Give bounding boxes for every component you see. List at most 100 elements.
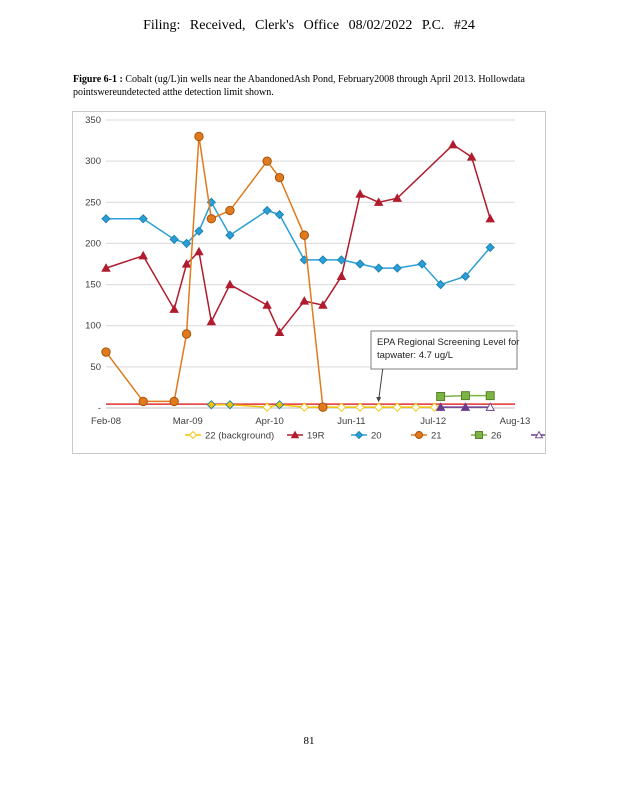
annotation-text: EPA Regional Screening Level for xyxy=(377,337,519,348)
data-point xyxy=(318,300,328,309)
data-point xyxy=(299,230,309,240)
data-point xyxy=(206,400,216,410)
data-point xyxy=(181,259,192,268)
data-point xyxy=(411,402,421,412)
data-point xyxy=(262,156,272,166)
x-tick-label: Apr-10 xyxy=(255,416,284,427)
annotation-box xyxy=(370,330,518,370)
data-point xyxy=(435,279,446,290)
data-point xyxy=(355,402,365,412)
data-point xyxy=(392,263,402,273)
legend-marker xyxy=(415,431,423,439)
data-point xyxy=(274,327,285,336)
data-point xyxy=(101,347,111,357)
data-point xyxy=(181,238,192,249)
data-point xyxy=(262,300,272,309)
data-point xyxy=(138,250,148,260)
data-point xyxy=(262,205,272,216)
data-point xyxy=(355,189,365,198)
data-point xyxy=(336,402,347,412)
data-point xyxy=(460,391,470,401)
data-point xyxy=(194,226,204,236)
data-point xyxy=(373,197,384,206)
y-tick-label: 250 xyxy=(85,197,101,208)
data-point xyxy=(194,246,204,256)
data-point xyxy=(101,214,111,224)
x-tick-label: Aug-13 xyxy=(500,416,531,427)
data-point xyxy=(336,255,347,265)
data-point xyxy=(436,392,446,401)
data-point xyxy=(355,259,365,269)
data-point xyxy=(181,329,192,339)
data-point xyxy=(485,213,495,223)
data-point xyxy=(206,316,217,326)
data-point xyxy=(429,402,440,412)
figure-caption: Figure 6-1 : Cobalt (ug/L)in wells near … xyxy=(73,73,543,99)
data-point xyxy=(392,193,403,202)
y-tick-label: - xyxy=(98,403,101,414)
data-point xyxy=(485,402,495,411)
data-point xyxy=(101,263,111,272)
legend-marker xyxy=(290,430,300,439)
data-point xyxy=(374,263,384,273)
chart-frame: - 50 100 150 200 250 300 350 Feb-08 Mar-09 Apr-10 J… xyxy=(72,111,546,454)
figure-caption-text: Cobalt (ug/L)in wells near the Abandoned… xyxy=(73,74,525,98)
y-tick-label: 50 xyxy=(90,362,101,373)
y-tick-label: 300 xyxy=(85,156,101,167)
series-line-19r xyxy=(105,143,491,334)
data-point xyxy=(460,402,471,411)
data-point xyxy=(435,402,446,411)
legend-label: 22 (background) xyxy=(205,431,274,442)
legend-marker xyxy=(188,430,198,440)
data-point xyxy=(318,255,328,265)
data-point xyxy=(299,296,310,305)
legend-marker xyxy=(354,430,364,440)
data-point xyxy=(169,304,179,313)
data-point xyxy=(274,172,285,183)
page-number: 81 xyxy=(303,735,315,747)
data-point xyxy=(485,391,495,401)
data-point xyxy=(225,400,235,410)
annotation-arrow xyxy=(378,368,384,401)
legend-marker xyxy=(534,430,544,439)
figure-label: Figure 6-1 : xyxy=(73,74,123,85)
y-tick-label: 150 xyxy=(85,280,101,291)
data-point xyxy=(299,402,309,412)
cobalt-line-chart: - 50 100 150 200 250 300 350 Feb-08 Mar-09 Apr-10 J… xyxy=(85,115,545,442)
x-tick-label: Feb-08 xyxy=(91,416,121,427)
legend-label: 21 xyxy=(431,431,442,442)
annotation-text: tapwater: 4.7 ug/L xyxy=(377,350,453,361)
data-point xyxy=(225,205,235,216)
legend-label: 26 xyxy=(491,431,502,442)
y-tick-label: 200 xyxy=(85,238,101,249)
data-point xyxy=(225,230,235,240)
data-point xyxy=(336,271,347,280)
data-point xyxy=(374,402,384,412)
y-tick-label: 100 xyxy=(85,321,101,332)
legend-marker xyxy=(475,431,483,439)
legend-label: 19R xyxy=(307,431,325,442)
data-point xyxy=(138,214,148,224)
data-point xyxy=(448,139,458,149)
filing-header: Filing: Received, Clerk's Office 08/02/2… xyxy=(143,18,475,33)
x-tick-label: Jul-12 xyxy=(420,416,446,427)
data-point xyxy=(274,400,285,410)
data-point xyxy=(225,279,235,289)
data-point xyxy=(392,402,402,412)
data-point xyxy=(485,242,495,253)
x-tick-label: Jun-11 xyxy=(337,416,365,427)
data-point xyxy=(138,396,148,407)
data-point xyxy=(460,271,471,281)
data-point xyxy=(194,131,204,142)
data-point xyxy=(318,402,328,412)
data-point xyxy=(417,259,427,269)
data-point xyxy=(274,209,285,220)
data-point xyxy=(169,234,179,244)
data-point xyxy=(169,396,179,407)
data-point xyxy=(206,214,216,224)
data-point xyxy=(262,402,272,412)
data-point xyxy=(466,152,477,161)
x-tick-label: Mar-09 xyxy=(173,416,203,427)
y-tick-label: 350 xyxy=(85,115,101,126)
annotation-arrowhead xyxy=(376,397,382,403)
